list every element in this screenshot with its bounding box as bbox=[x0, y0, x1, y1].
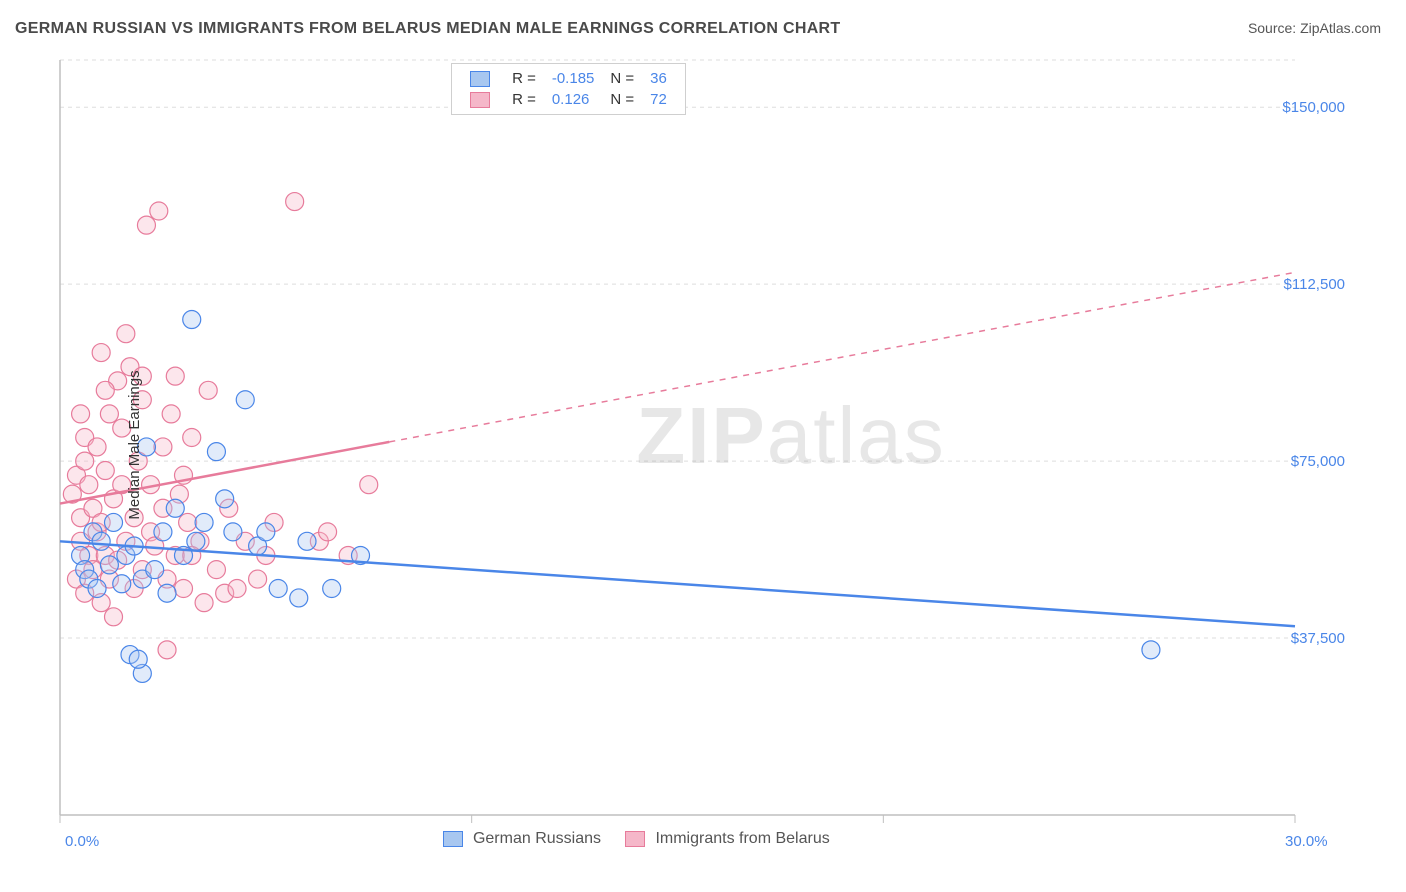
r-label: R = bbox=[504, 89, 544, 110]
swatch-pink bbox=[470, 92, 490, 108]
y-axis-label: Median Male Earnings bbox=[126, 370, 143, 519]
legend-item-pink: Immigrants from Belarus bbox=[625, 830, 830, 848]
legend-row-blue: R = -0.185 N = 36 bbox=[462, 68, 675, 89]
series-legend: German Russians Immigrants from Belarus bbox=[431, 830, 842, 848]
n-value-pink: 72 bbox=[642, 89, 675, 110]
correlation-legend: R = -0.185 N = 36 R = 0.126 N = 72 bbox=[451, 63, 686, 115]
source-label: Source: ZipAtlas.com bbox=[1248, 20, 1381, 36]
chart-title: GERMAN RUSSIAN VS IMMIGRANTS FROM BELARU… bbox=[15, 20, 840, 38]
r-value-blue: -0.185 bbox=[544, 68, 603, 89]
legend-row-pink: R = 0.126 N = 72 bbox=[462, 89, 675, 110]
n-value-blue: 36 bbox=[642, 68, 675, 89]
svg-text:$75,000: $75,000 bbox=[1291, 453, 1345, 470]
svg-text:$150,000: $150,000 bbox=[1282, 99, 1345, 116]
swatch-pink bbox=[625, 831, 645, 847]
n-label: N = bbox=[602, 68, 642, 89]
chart-area: Median Male Earnings $37,500 $75,000 $112,… bbox=[50, 55, 1350, 835]
svg-text:$112,500: $112,500 bbox=[1284, 276, 1345, 293]
x-axis-max-label: 30.0% bbox=[1285, 833, 1328, 850]
n-label: N = bbox=[602, 89, 642, 110]
legend-item-blue: German Russians bbox=[443, 830, 602, 848]
scatter-plot: $37,500 $75,000 $112,500 $150,000 bbox=[50, 55, 1350, 835]
x-axis-min-label: 0.0% bbox=[65, 833, 99, 850]
r-value-pink: 0.126 bbox=[544, 89, 603, 110]
swatch-blue bbox=[470, 71, 490, 87]
swatch-blue bbox=[443, 831, 463, 847]
r-label: R = bbox=[504, 68, 544, 89]
svg-text:$37,500: $37,500 bbox=[1291, 630, 1345, 647]
